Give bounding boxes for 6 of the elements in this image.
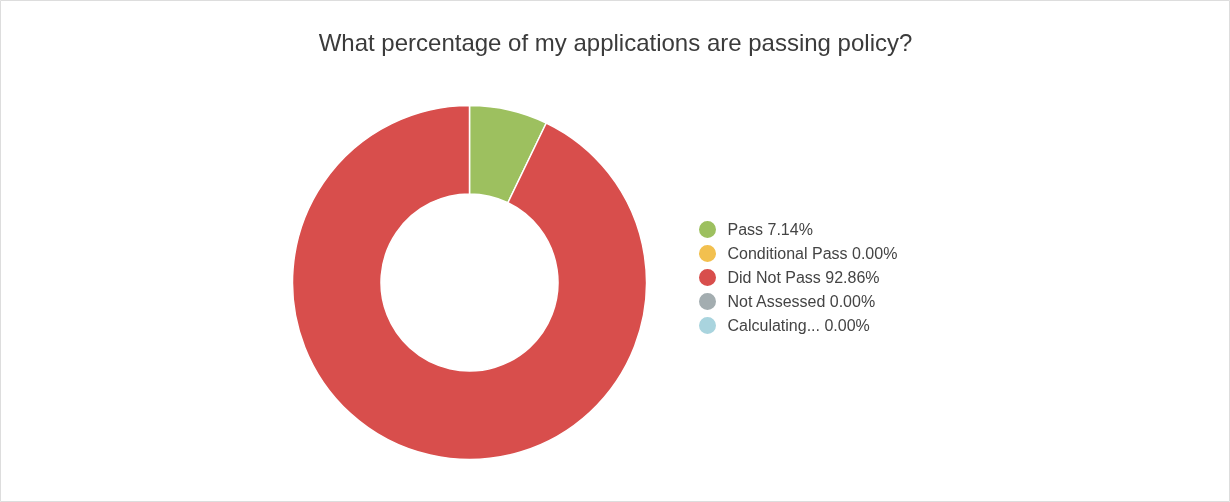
legend-label: Did Not Pass 92.86% <box>727 269 880 286</box>
legend-label: Calculating... 0.00% <box>727 317 870 334</box>
legend-label: Conditional Pass 0.00% <box>727 245 898 262</box>
legend-label: Not Assessed 0.00% <box>727 293 876 310</box>
legend-label: Pass 7.14% <box>727 221 813 238</box>
chart-title: What percentage of my applications are passing policy? <box>318 29 913 56</box>
